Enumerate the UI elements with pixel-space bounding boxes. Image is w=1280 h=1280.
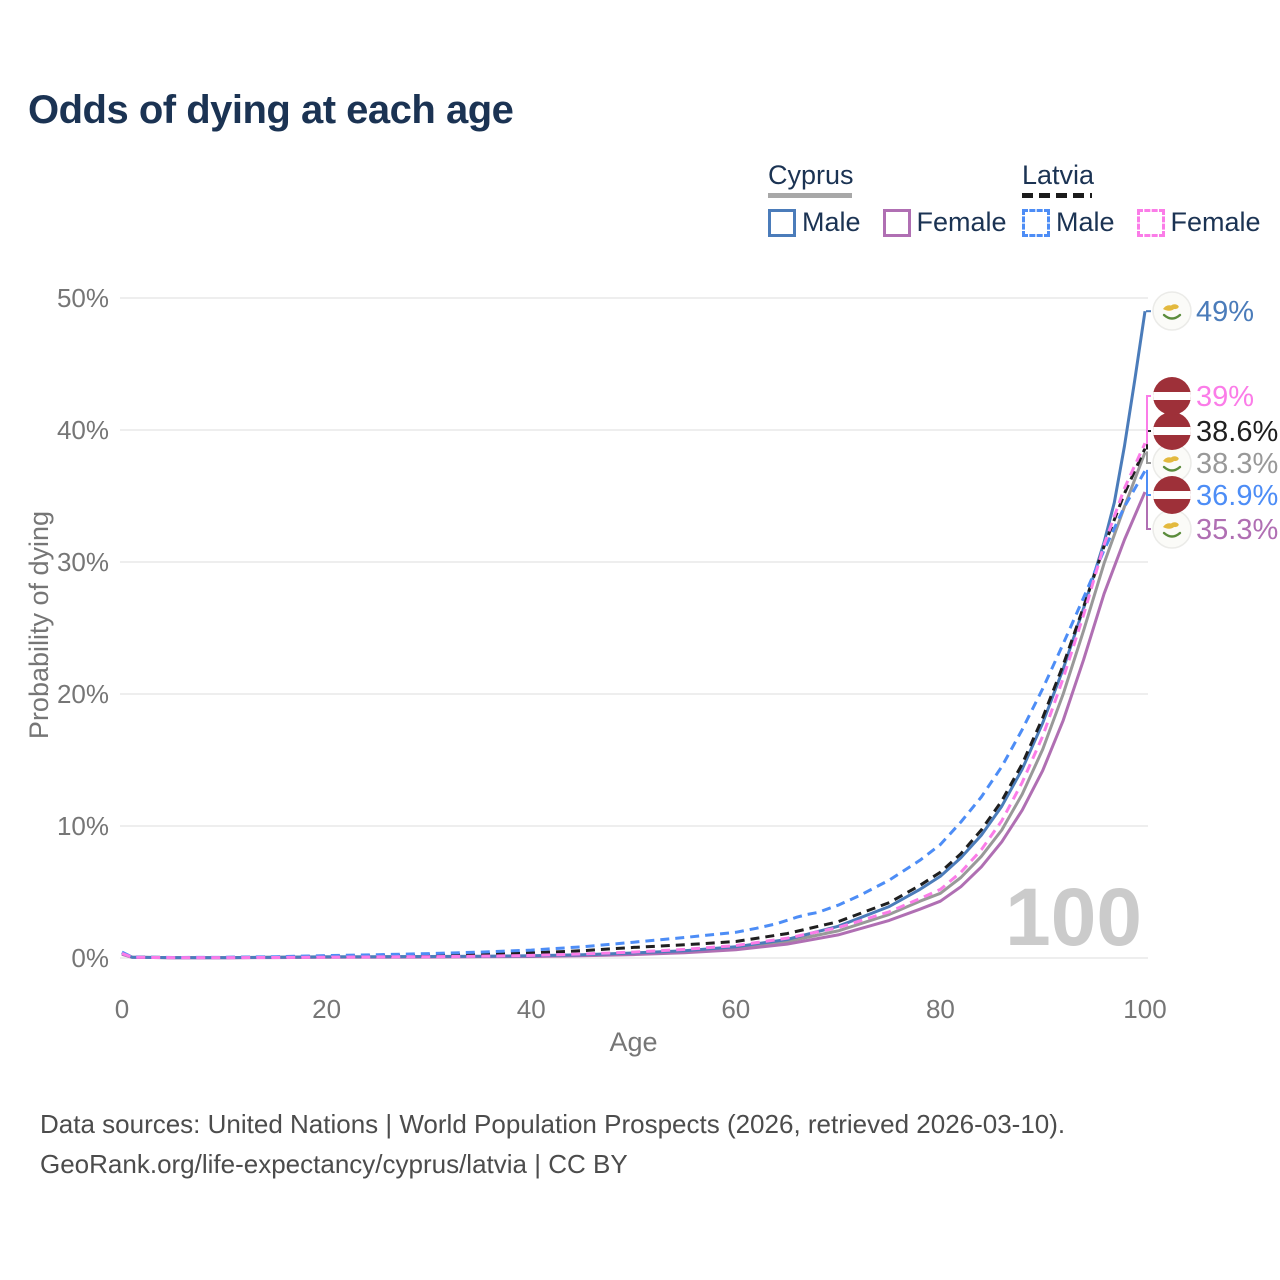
legend-country-latvia[interactable]: Latvia [1022, 160, 1095, 190]
legend-label-cyprus-female[interactable]: Female [916, 207, 1007, 237]
x-tick-label: 80 [926, 994, 955, 1024]
x-tick-label: 0 [115, 994, 129, 1024]
legend-group-cyprus: Cyprus Male Female [768, 162, 1029, 238]
legend-country-cyprus[interactable]: Cyprus [768, 160, 854, 190]
end-label-value-cyprus-total: 38.3% [1196, 448, 1278, 480]
end-label-value-latvia-total: 38.6% [1196, 416, 1278, 448]
legend-swatch-cyprus-male[interactable] [768, 208, 796, 237]
legend: Cyprus Male Female Latvia Male Female [0, 0, 1280, 250]
footer: Data sources: United Nations | World Pop… [40, 1104, 1065, 1184]
y-tick-label: 40% [57, 415, 109, 445]
cyprus-solid-line-sample [768, 193, 852, 198]
series-line-cyprus-male [121, 310, 1147, 960]
series-line-cyprus-total [121, 451, 1147, 960]
flag-icon-cyprus [1152, 509, 1192, 549]
legend-swatch-latvia-female[interactable] [1136, 208, 1165, 237]
x-tick-label: 40 [517, 994, 546, 1024]
flag-icon-cyprus [1152, 443, 1192, 483]
end-label-leader-cyprus-total [1146, 451, 1151, 464]
series-line-latvia-male [121, 470, 1147, 959]
footer-source-line: Data sources: United Nations | World Pop… [40, 1109, 1066, 1139]
y-tick-label: 0% [71, 943, 109, 973]
flag-icon-latvia [1153, 476, 1191, 514]
legend-label-latvia-female[interactable]: Female [1170, 207, 1261, 237]
end-label-value-cyprus-female: 35.3% [1196, 514, 1278, 546]
end-label-leader-latvia-female [1146, 395, 1151, 445]
footer-attribution-line: GeoRank.org/life-expectancy/cyprus/latvi… [40, 1149, 628, 1179]
end-label-leader-cyprus-female [1146, 491, 1151, 530]
legend-group-latvia: Latvia Male Female [1022, 162, 1280, 238]
end-label-value-cyprus-male: 49% [1196, 296, 1254, 328]
legend-label-cyprus-male[interactable]: Male [802, 207, 861, 237]
flag-icon-latvia [1153, 412, 1191, 450]
legend-swatch-cyprus-female[interactable] [882, 208, 911, 237]
y-tick-label: 20% [57, 679, 109, 709]
x-tick-label: 20 [312, 994, 341, 1024]
legend-swatch-latvia-male[interactable] [1022, 208, 1050, 237]
latvia-dashed-line-sample [1022, 193, 1092, 198]
chart-title: Odds of dying at each age [28, 88, 514, 132]
end-label-leader-latvia-male [1146, 469, 1151, 496]
y-tick-label: 10% [57, 811, 109, 841]
x-axis-title: Age [609, 1027, 657, 1057]
x-tick-label: 60 [721, 994, 750, 1024]
end-label-value-latvia-male: 36.9% [1196, 480, 1278, 512]
legend-label-latvia-male[interactable]: Male [1056, 207, 1115, 237]
y-tick-label: 30% [57, 547, 109, 577]
age-watermark: 100 [1005, 872, 1142, 963]
series-line-latvia-female [121, 442, 1147, 960]
x-tick-label: 100 [1123, 994, 1166, 1024]
series-line-latvia-total [121, 447, 1147, 959]
y-tick-label: 50% [57, 283, 109, 313]
end-label-value-latvia-female: 39% [1196, 381, 1254, 413]
flag-icon-latvia [1153, 377, 1191, 415]
flag-icon-cyprus [1152, 291, 1192, 331]
y-axis-title: Probability of dying [24, 511, 54, 739]
